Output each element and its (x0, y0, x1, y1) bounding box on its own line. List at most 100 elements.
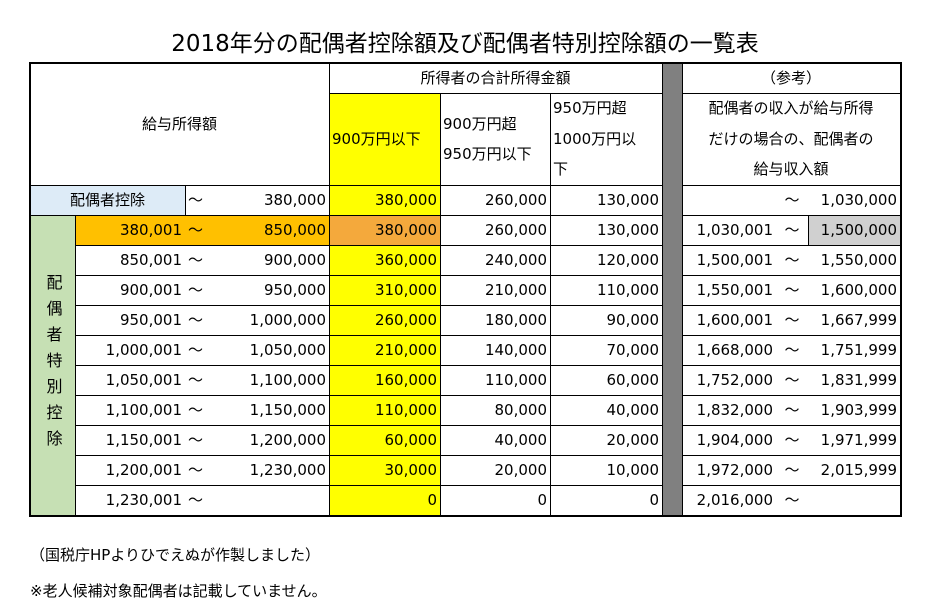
amount: 1,050,001 (105, 371, 182, 389)
amount: 210,000 (374, 341, 437, 359)
amount: 1,100,001 (105, 401, 182, 419)
amount: 380,000 (374, 221, 437, 239)
amount: 260,000 (374, 311, 437, 329)
title: 2018年分の配偶者控除額及び配偶者特別控除額の一覧表 (171, 31, 759, 57)
amount: 80,000 (494, 401, 548, 419)
amount: 0 (649, 491, 659, 509)
header-text: 所得者の合計所得金額 (420, 69, 571, 87)
amount: 1,550,000 (820, 251, 897, 269)
header-text: 配偶者の収入が給与所得 (708, 99, 874, 117)
separator-text: 〜 (188, 191, 204, 209)
amount: 160,000 (374, 371, 437, 389)
amount: 950,000 (263, 281, 326, 299)
separator-text: 〜 (188, 281, 204, 299)
amount: 1,904,000 (696, 431, 773, 449)
amount: 1,752,000 (696, 371, 773, 389)
separator-text: 〜 (784, 221, 800, 239)
amount: 850,001 (119, 251, 182, 269)
separator-text: 〜 (188, 371, 204, 389)
amount: 380,001 (119, 221, 182, 239)
amount: 360,000 (374, 251, 437, 269)
separator-text: 〜 (784, 461, 800, 479)
header-text: 900万円超 (443, 115, 517, 133)
row-label (30, 215, 76, 516)
cell (329, 185, 441, 216)
separator-text: 〜 (784, 191, 800, 209)
separator-text: 〜 (784, 311, 800, 329)
amount: 310,000 (374, 281, 437, 299)
note: ※老人候補対象配偶者は記載していません。 (30, 582, 327, 600)
amount: 1,200,001 (105, 461, 182, 479)
amount: 130,000 (596, 221, 659, 239)
amount: 380,000 (263, 191, 326, 209)
amount: 1,000,001 (105, 341, 182, 359)
amount: 1,500,001 (696, 251, 773, 269)
amount: 1,903,999 (820, 401, 897, 419)
cell (329, 365, 441, 396)
amount: 60,000 (606, 371, 660, 389)
amount: 1,667,999 (820, 311, 897, 329)
header-text: （参考） (760, 69, 821, 87)
separator-text: 〜 (188, 311, 204, 329)
amount: 1,030,001 (696, 221, 773, 239)
amount: 240,000 (484, 251, 547, 269)
amount: 1,668,000 (696, 341, 773, 359)
amount: 10,000 (606, 461, 660, 479)
amount: 1,230,001 (105, 491, 182, 509)
separator-text: 〜 (784, 251, 800, 269)
amount: 40,000 (494, 431, 548, 449)
amount: 1,600,001 (696, 311, 773, 329)
amount: 1,200,000 (249, 431, 326, 449)
cell (329, 275, 441, 306)
separator-text: 〜 (784, 371, 800, 389)
header-text: 給与所得額 (141, 115, 217, 133)
header-text: 1000万円以 (553, 130, 637, 148)
cell (329, 455, 441, 486)
amount: 850,000 (263, 221, 326, 239)
amount: 20,000 (606, 431, 660, 449)
separator-text: 〜 (784, 341, 800, 359)
amount: 1,751,999 (820, 341, 897, 359)
amount: 380,000 (374, 191, 437, 209)
header-text: 900万円以下 (332, 130, 421, 148)
cell (329, 335, 441, 366)
amount: 130,000 (596, 191, 659, 209)
amount: 40,000 (606, 401, 660, 419)
amount: 1,831,999 (820, 371, 897, 389)
amount: 140,000 (484, 341, 547, 359)
amount: 2,015,999 (820, 461, 897, 479)
separator-text: 〜 (188, 461, 204, 479)
amount: 1,230,000 (249, 461, 326, 479)
amount: 1,150,001 (105, 431, 182, 449)
cell (329, 425, 441, 456)
amount: 1,550,001 (696, 281, 773, 299)
amount: 950,001 (119, 311, 182, 329)
separator-column (662, 63, 683, 516)
separator-text: 〜 (188, 221, 204, 239)
cell (329, 485, 441, 516)
amount: 1,050,000 (249, 341, 326, 359)
amount: 260,000 (484, 221, 547, 239)
amount: 1,972,000 (696, 461, 773, 479)
header-text: 950万円以下 (443, 145, 532, 163)
amount: 90,000 (606, 311, 660, 329)
separator-text: 〜 (188, 431, 204, 449)
separator-text: 〜 (188, 341, 204, 359)
header-text: 950万円超 (553, 99, 627, 117)
header-text: 下 (553, 160, 569, 178)
amount: 60,000 (384, 431, 438, 449)
separator-text: 〜 (784, 401, 800, 419)
amount: 70,000 (606, 341, 660, 359)
separator-text: 〜 (784, 431, 800, 449)
amount: 0 (427, 491, 437, 509)
amount: 120,000 (596, 251, 659, 269)
amount: 110,000 (596, 281, 659, 299)
amount: 1,030,000 (820, 191, 897, 209)
amount: 2,016,000 (696, 491, 773, 509)
row-label: 配偶者控除 (69, 191, 145, 209)
amount: 30,000 (384, 461, 438, 479)
amount: 1,100,000 (249, 371, 326, 389)
separator-text: 〜 (784, 281, 800, 299)
note: （国税庁HPよりひでえぬが作製しました） (30, 546, 321, 564)
